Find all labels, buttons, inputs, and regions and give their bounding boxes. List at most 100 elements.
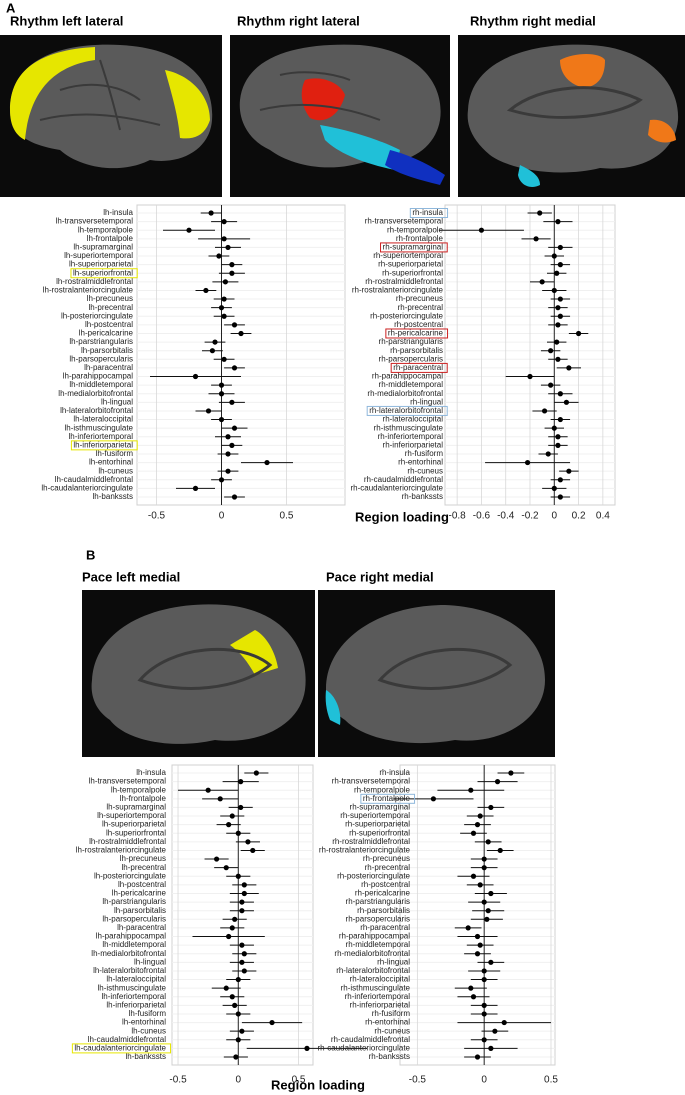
y-tick-label: lh-postcentral [85, 320, 133, 329]
brain-image [458, 35, 685, 197]
point [548, 382, 554, 388]
x-tick-label: -0.5 [169, 1075, 187, 1086]
point [527, 373, 533, 380]
y-tick-label: lh-pericalcarine [112, 889, 167, 898]
y-tick-label: rh-inferiorparietal [350, 1000, 411, 1009]
point [555, 322, 561, 328]
point [186, 227, 192, 233]
point [229, 813, 235, 819]
y-tick-label: rh-inferiortemporal [345, 992, 411, 1001]
x-tick-label: -0.8 [449, 511, 467, 522]
y-tick-label: rh-parsorbitalis [390, 346, 443, 355]
point [192, 485, 199, 491]
point [223, 985, 229, 991]
y-tick-label: rh-parstriangularis [346, 897, 410, 906]
point [217, 796, 223, 802]
point [474, 1054, 481, 1060]
y-tick-label: rh-medialorbitofrontal [334, 949, 410, 958]
point [209, 348, 215, 354]
y-tick-label: rh-insula [379, 768, 410, 777]
point [537, 210, 543, 216]
point [231, 365, 238, 371]
point [218, 391, 225, 397]
y-tick-label: rh-parsopercularis [346, 914, 410, 923]
point [468, 985, 474, 991]
y-tick-label: rh-postcentral [361, 880, 410, 889]
point [545, 451, 551, 457]
point [474, 933, 481, 940]
point [225, 434, 231, 440]
y-tick-label: rh-supramarginal [383, 243, 444, 252]
y-tick-label: rh-entorhinal [365, 1018, 410, 1027]
point [533, 236, 539, 242]
point [477, 942, 483, 948]
point [239, 1028, 245, 1034]
point [481, 1011, 487, 1017]
point [222, 279, 228, 285]
y-tick-label: rh-caudalmiddlefrontal [331, 1035, 410, 1044]
point [241, 882, 247, 888]
point [218, 477, 225, 483]
point [238, 330, 244, 337]
point [557, 416, 563, 423]
point [555, 356, 561, 362]
y-tick-label: lh-middletemporal [102, 940, 166, 949]
y-tick-label: lh-caudalmiddlefrontal [55, 475, 133, 484]
point [485, 908, 491, 914]
point [239, 959, 245, 965]
point [501, 1019, 507, 1026]
brain-image [230, 35, 450, 197]
point [239, 942, 245, 948]
y-tick-label: lh-parsorbitalis [81, 346, 133, 355]
point [239, 899, 245, 905]
point [488, 959, 494, 965]
x-tick-label: -0.6 [473, 511, 491, 522]
y-tick-label: rh-insula [412, 208, 443, 217]
point [238, 804, 244, 811]
point [551, 425, 557, 431]
point [225, 244, 231, 251]
image-title: Rhythm left lateral [10, 13, 123, 28]
y-tick-label: rh-isthmuscingulate [374, 423, 444, 432]
y-tick-label: rh-cuneus [407, 466, 443, 475]
highlight-box [70, 440, 138, 451]
y-tick-label: rh-lateraloccipital [383, 415, 444, 424]
y-tick-label: lh-inferiorparietal [106, 1000, 166, 1009]
x-tick-label: -0.4 [497, 511, 515, 522]
y-tick-label: rh-precuneus [363, 854, 410, 863]
point [205, 408, 212, 414]
point [250, 847, 256, 854]
point [235, 976, 241, 983]
y-tick-label: rh-frontalpole [396, 234, 444, 243]
x-tick-label: -0.5 [148, 511, 166, 522]
y-tick-label: rh-cuneus [374, 1026, 410, 1035]
y-tick-label: rh-precuneus [396, 294, 443, 303]
point [239, 908, 245, 914]
point [233, 1054, 239, 1060]
y-tick-label: rh-fusiform [405, 449, 444, 458]
point [488, 1045, 494, 1051]
point [229, 262, 235, 268]
y-tick-label: rh-medialorbitofrontal [367, 389, 443, 398]
point [229, 925, 235, 931]
y-tick-label: lh-pericalcarine [79, 329, 134, 338]
y-tick-label: lh-posteriorcingulate [94, 871, 167, 880]
y-tick-label: rh-postcentral [394, 320, 443, 329]
y-tick-label: lh-entorhinal [89, 458, 133, 467]
y-tick-label: rh-middletemporal [379, 380, 444, 389]
y-tick-label: rh-lateralorbitofrontal [369, 406, 443, 415]
x-tick-label: 0.5 [280, 511, 294, 522]
y-tick-label: rh-parsopercularis [379, 354, 443, 363]
point [557, 477, 563, 483]
point [477, 813, 483, 819]
point [481, 1002, 487, 1008]
x-tick-label: 0 [219, 511, 225, 522]
point [524, 459, 531, 466]
y-tick-label: lh-isthmuscingulate [65, 423, 134, 432]
point [575, 330, 582, 337]
y-tick-label: lh-bankssts [93, 492, 133, 501]
y-tick-label: lh-caudalanteriorcingulate [41, 484, 133, 493]
y-tick-label: rh-caudalmiddlefrontal [364, 475, 443, 484]
point [205, 787, 211, 793]
point [208, 210, 214, 216]
